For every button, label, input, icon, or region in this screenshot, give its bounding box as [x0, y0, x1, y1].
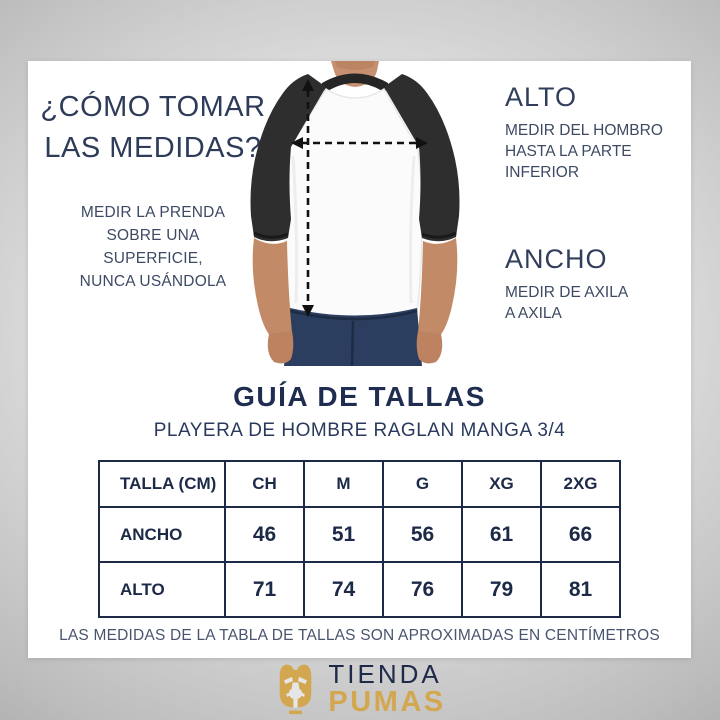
- alto-g: 76: [382, 561, 463, 618]
- alto-arrowhead-bottom: [302, 305, 314, 317]
- brand-footer: TIENDA PUMAS: [0, 661, 720, 717]
- how-to-measure-note: MEDIR LA PRENDA SOBRE UNA SUPERFICIE, NU…: [36, 201, 270, 293]
- ancho-block: ANCHO MEDIR DE AXILA A AXILA: [505, 244, 685, 324]
- brand-name-pumas: PUMAS: [328, 686, 446, 718]
- note-line: SUPERFICIE,: [103, 250, 203, 267]
- alto-desc-line: MEDIR DEL HOMBRO: [505, 122, 663, 139]
- ancho-xg: 61: [461, 506, 542, 564]
- note-line: MEDIR LA PRENDA: [80, 204, 226, 221]
- alto-xg: 79: [461, 561, 542, 618]
- ancho-description: MEDIR DE AXILA A AXILA: [505, 282, 685, 324]
- row-label-ancho: ANCHO: [98, 506, 226, 564]
- chin-shadow: [335, 61, 375, 70]
- size-table-header-row: TALLA (CM) CH M G XG 2XG: [98, 459, 621, 509]
- how-to-title-line1: ¿CÓMO TOMAR: [40, 91, 266, 123]
- size-guide-subtitle: PLAYERA DE HOMBRE RAGLAN MANGA 3/4: [153, 420, 566, 441]
- right-forearm: [418, 238, 458, 337]
- right-hand: [416, 331, 443, 364]
- alto-desc-line: INFERIOR: [505, 164, 580, 181]
- ancho-g: 56: [382, 506, 463, 564]
- ancho-desc-line: A AXILA: [505, 305, 562, 322]
- alto-block: ALTO MEDIR DEL HOMBRO HASTA LA PARTE INF…: [505, 82, 685, 183]
- ancho-desc-line: MEDIR DE AXILA: [505, 284, 629, 301]
- shirt-body: [284, 87, 423, 320]
- right-raglan-sleeve: [384, 74, 460, 242]
- col-header-xg: XG: [461, 459, 542, 509]
- col-header-g: G: [382, 459, 463, 509]
- size-guide-title: GUÍA DE TALLAS: [233, 381, 486, 412]
- note-line: NUNCA USÁNDOLA: [79, 273, 227, 290]
- left-forearm: [252, 238, 292, 337]
- ancho-title: ANCHO: [505, 244, 608, 274]
- ancho-m: 51: [303, 506, 384, 564]
- alto-ch: 71: [224, 561, 305, 618]
- shirt-collar: [321, 73, 389, 92]
- col-header-m: M: [303, 459, 384, 509]
- alto-description: MEDIR DEL HOMBRO HASTA LA PARTE INFERIOR: [505, 120, 685, 183]
- jeans-seams: [289, 309, 418, 366]
- brand-wordmark: TIENDA PUMAS: [328, 661, 445, 717]
- table-row-alto: ALTO 71 74 76 79 81: [98, 561, 621, 618]
- shirt-measurement-illustration: [250, 61, 460, 366]
- how-to-title-line2: LAS MEDIDAS?: [44, 132, 262, 164]
- alto-title: ALTO: [505, 82, 578, 112]
- ancho-arrowhead-right: [416, 137, 428, 149]
- ancho-arrowhead-left: [291, 137, 303, 149]
- shirt-shading: [291, 155, 416, 304]
- how-to-measure-block: ¿CÓMO TOMAR LAS MEDIDAS? MEDIR LA PRENDA…: [36, 87, 270, 293]
- left-hand: [267, 331, 294, 364]
- sleeve-cuffs: [253, 231, 457, 239]
- note-line: SOBRE UNA: [106, 227, 200, 244]
- row-label-alto: ALTO: [98, 561, 226, 618]
- ancho-2xg: 66: [540, 506, 621, 564]
- how-to-measure-title: ¿CÓMO TOMAR LAS MEDIDAS?: [36, 87, 270, 169]
- table-row-ancho: ANCHO 46 51 56 61 66: [98, 506, 621, 564]
- disclaimer-text: LAS MEDIDAS DE LA TABLA DE TALLAS SON AP…: [59, 627, 660, 644]
- alto-2xg: 81: [540, 561, 621, 618]
- pumas-logo-icon: [280, 664, 312, 715]
- col-header-2xg: 2XG: [540, 459, 621, 509]
- brand-name-tienda: TIENDA: [328, 659, 442, 689]
- col-header-talla: TALLA (CM): [98, 459, 226, 509]
- ancho-ch: 46: [224, 506, 305, 564]
- size-table: TALLA (CM) CH M G XG 2XG ANCHO 46 51 56 …: [98, 459, 621, 618]
- alto-arrowhead-top: [302, 79, 314, 91]
- alto-m: 74: [303, 561, 384, 618]
- col-header-ch: CH: [224, 459, 305, 509]
- alto-desc-line: HASTA LA PARTE: [505, 143, 632, 160]
- size-guide-card: ¿CÓMO TOMAR LAS MEDIDAS? MEDIR LA PRENDA…: [28, 61, 691, 658]
